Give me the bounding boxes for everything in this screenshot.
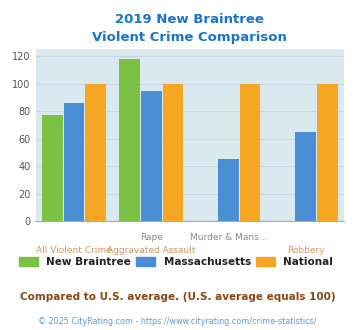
Bar	[42, 115, 63, 221]
Bar	[64, 103, 84, 221]
Text: Robbery: Robbery	[287, 246, 324, 255]
Text: Aggravated Assault: Aggravated Assault	[107, 246, 196, 255]
Legend: New Braintree, Massachusetts, National: New Braintree, Massachusetts, National	[20, 257, 333, 267]
Bar	[141, 91, 162, 221]
Text: All Violent Crime: All Violent Crime	[36, 246, 112, 255]
Title: 2019 New Braintree
Violent Crime Comparison: 2019 New Braintree Violent Crime Compari…	[93, 13, 287, 44]
Bar	[240, 84, 261, 221]
Bar	[86, 84, 106, 221]
Bar	[218, 159, 239, 221]
Text: Rape: Rape	[140, 233, 163, 242]
Bar	[163, 84, 183, 221]
Bar	[295, 132, 316, 221]
Bar	[317, 84, 338, 221]
Text: Murder & Mans...: Murder & Mans...	[190, 233, 267, 242]
Bar	[119, 59, 140, 221]
Text: © 2025 CityRating.com - https://www.cityrating.com/crime-statistics/: © 2025 CityRating.com - https://www.city…	[38, 317, 317, 326]
Text: Compared to U.S. average. (U.S. average equals 100): Compared to U.S. average. (U.S. average …	[20, 292, 335, 302]
